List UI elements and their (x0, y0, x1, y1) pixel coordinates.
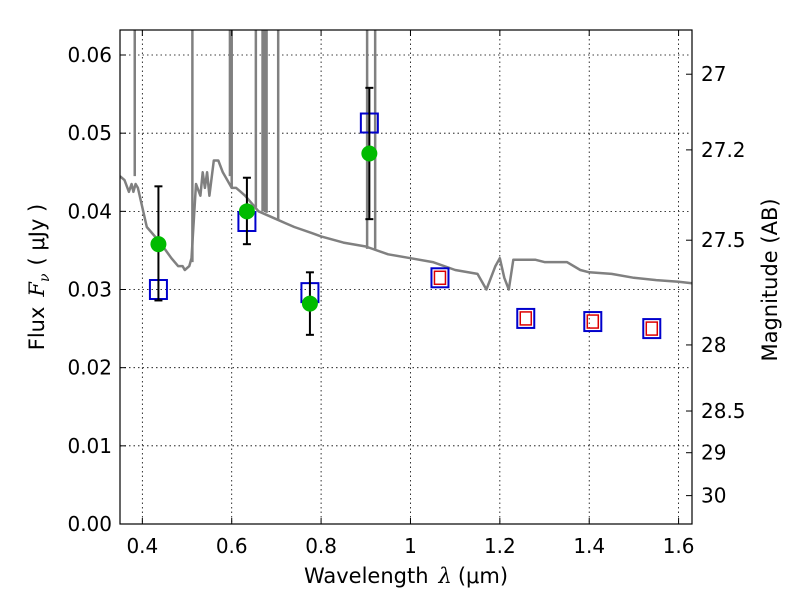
x-tick-label: 1.6 (663, 534, 695, 558)
y-tick-label: 0.02 (67, 356, 112, 380)
observed-point (238, 203, 255, 220)
y-tick-label: 0.01 (67, 434, 112, 458)
plot-frame (119, 29, 693, 525)
model-point (583, 311, 603, 333)
sed-line (120, 159, 692, 291)
y2-tick-label: 27.5 (701, 228, 746, 252)
observed-point (150, 236, 167, 253)
y-axis-title: FluxFν( μJy ) (25, 204, 53, 350)
y2-tick-label: 27.2 (701, 138, 746, 162)
plot-area (120, 30, 692, 340)
y-tick-label: 0.05 (67, 121, 112, 145)
model-point-inner (433, 270, 447, 286)
observed-point (301, 295, 318, 312)
x-tick-label: 1.4 (573, 534, 605, 558)
model-point-inner (586, 314, 600, 329)
model-point (430, 267, 450, 289)
model-point (516, 307, 536, 329)
y-tick-label: 0.04 (67, 199, 112, 223)
x-axis-title: Wavelength λ (μm) (304, 564, 508, 588)
observed-point (361, 145, 378, 162)
y2-tick-label: 29 (701, 441, 726, 465)
y2-tick-label: 28 (701, 333, 726, 357)
x-tick-label: 0.6 (216, 534, 248, 558)
y2-tick-label: 30 (701, 484, 726, 508)
x-tick-label: 1 (404, 534, 417, 558)
x-tick-label: 0.4 (126, 534, 158, 558)
y-tick-label: 0.06 (67, 43, 112, 67)
y-tick-label: 0.03 (67, 278, 112, 302)
y2-axis-title: Magnitude (AB) (758, 198, 782, 361)
y-tick-label: 0.00 (67, 512, 112, 536)
grid (120, 30, 692, 525)
axes: 0.4 0.6 0.8 1 1.2 1.4 1.6 0.00 0.01 0.02 0.03 0.04 0… (67, 30, 746, 558)
model-point-inner (645, 321, 659, 336)
model-point-inner (519, 311, 533, 326)
y2-tick-label: 28.5 (701, 399, 746, 423)
y2-tick-label: 27 (701, 62, 726, 86)
x-tick-label: 0.8 (305, 534, 337, 558)
model-point (642, 318, 662, 340)
x-tick-label: 1.2 (484, 534, 516, 558)
